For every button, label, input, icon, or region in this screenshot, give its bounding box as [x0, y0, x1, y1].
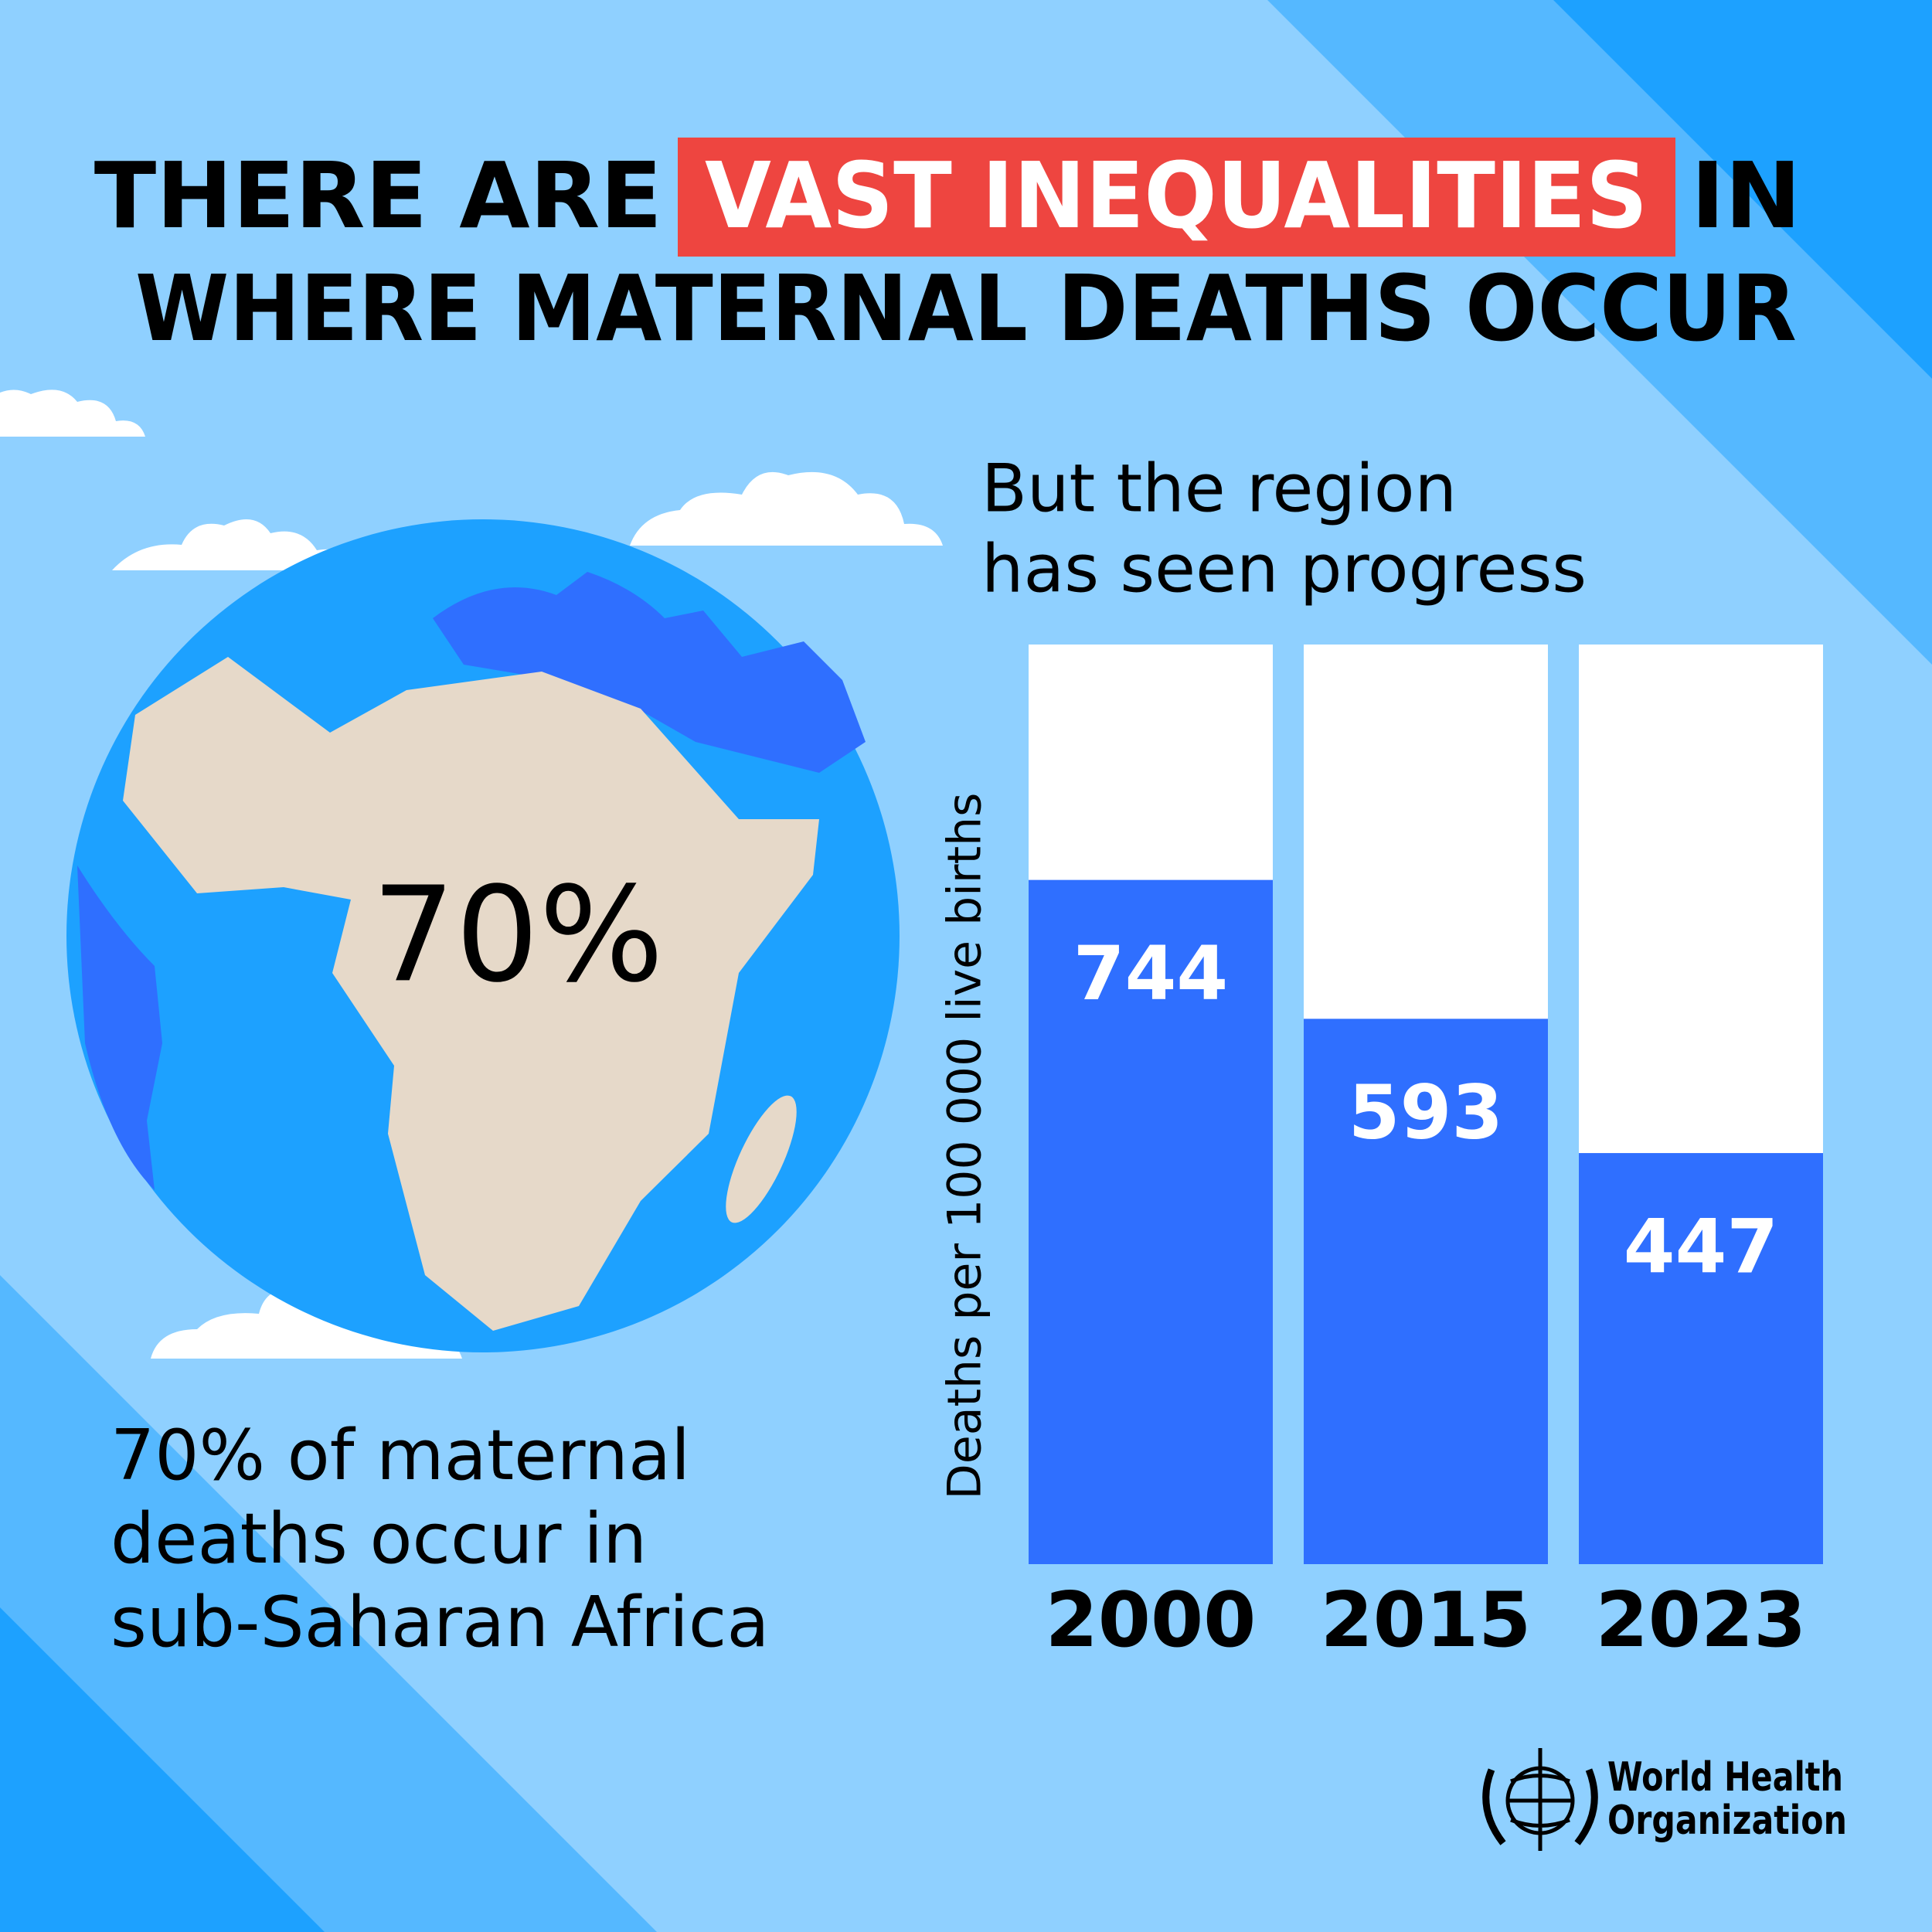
logo-text: Organization: [1607, 1798, 1847, 1844]
x-tick-label: 2000: [1046, 1577, 1257, 1665]
x-tick-label: 2015: [1321, 1577, 1532, 1665]
title: THERE ARE: [94, 142, 662, 249]
caption-line: sub-Saharan Africa: [111, 1582, 770, 1663]
value-label: 593: [1349, 1070, 1503, 1156]
title-highlight-box: [678, 138, 1675, 257]
y-axis-label: Deaths per 100 000 live births: [938, 793, 992, 1500]
globe-label: 70%: [372, 859, 664, 1012]
clouds: [0, 389, 943, 1359]
title: IN: [1691, 142, 1801, 249]
caption-line: 70% of maternal: [111, 1415, 690, 1496]
title: WHERE MATERNAL DEATHS OCCUR: [135, 255, 1797, 362]
globe-land: [77, 572, 866, 1190]
bar: [1579, 1153, 1823, 1564]
subtitle: has seen progress: [981, 530, 1587, 607]
stripe: [0, 1275, 657, 1932]
africa: [123, 657, 819, 1331]
logo-text: World Health: [1607, 1754, 1843, 1801]
caption-line: deaths occur in: [111, 1498, 647, 1580]
stripe: [0, 1607, 325, 1932]
subtitle: But the region: [981, 450, 1457, 527]
stripe: [1553, 0, 1932, 379]
title-highlight: VAST INEQUALITIES: [705, 142, 1648, 249]
bar: [1029, 879, 1273, 1564]
value-label: 744: [1073, 930, 1228, 1017]
madagascar: [726, 1095, 797, 1223]
x-tick-label: 2023: [1596, 1577, 1807, 1665]
who-emblem: [1482, 1748, 1598, 1851]
bar: [1304, 1019, 1548, 1564]
value-label: 447: [1624, 1203, 1778, 1290]
